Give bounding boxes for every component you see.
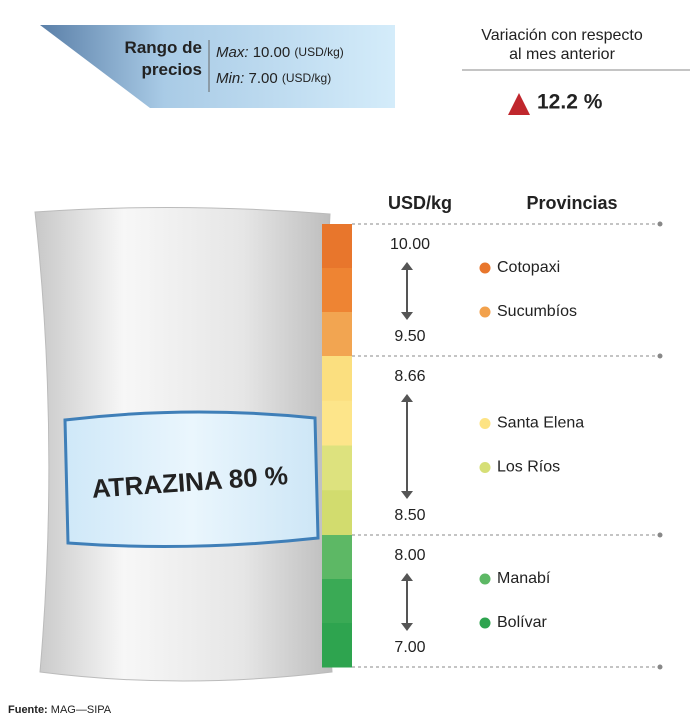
province-dot xyxy=(480,574,491,585)
color-strip xyxy=(322,490,352,535)
province-dot xyxy=(480,307,491,318)
banner-min: Min: 7.00 (USD/kg) xyxy=(216,70,331,87)
separator-dot xyxy=(658,665,663,670)
price-low: 7.00 xyxy=(394,639,425,656)
unit-header: USD/kg xyxy=(388,193,452,213)
separator-dot xyxy=(658,354,663,359)
color-strip xyxy=(322,401,352,446)
variation-title: al mes anterior xyxy=(509,46,615,63)
province-name: Cotopaxi xyxy=(497,259,560,276)
price-high: 8.66 xyxy=(394,368,425,385)
source: Fuente: MAG—SIPA xyxy=(8,704,112,716)
province-header: Provincias xyxy=(526,193,617,213)
color-strip xyxy=(322,268,352,313)
color-strip xyxy=(322,356,352,401)
price-table: 10.00 9.50 Cotopaxi Sucumbíos 8.66 8.50 Santa … xyxy=(322,222,663,670)
province-name: Santa Elena xyxy=(497,415,584,432)
color-strip xyxy=(322,579,352,624)
province-dot xyxy=(480,263,491,274)
color-strip xyxy=(322,312,352,357)
color-strip xyxy=(322,446,352,491)
separator-dot xyxy=(658,222,663,227)
infographic: Rango deprecios Max: 10.00 (USD/kg) Min:… xyxy=(0,0,697,718)
color-strip xyxy=(322,535,352,580)
up-arrow xyxy=(508,93,530,115)
price-low: 8.50 xyxy=(394,507,425,524)
province-dot xyxy=(480,418,491,429)
banner-max: Max: 10.00 (USD/kg) xyxy=(216,44,344,61)
color-strip xyxy=(322,623,352,668)
province-dot xyxy=(480,462,491,473)
color-strip xyxy=(322,224,352,269)
price-high: 10.00 xyxy=(390,236,430,253)
variation-value: 12.2 % xyxy=(537,91,603,114)
province-name: Manabí xyxy=(497,570,551,587)
price-high: 8.00 xyxy=(394,547,425,564)
province-name: Bolívar xyxy=(497,614,547,631)
banner xyxy=(40,25,395,108)
province-name: Los Ríos xyxy=(497,459,560,476)
province-dot xyxy=(480,618,491,629)
price-low: 9.50 xyxy=(394,328,425,345)
province-name: Sucumbíos xyxy=(497,303,577,320)
variation-title: Variación con respecto xyxy=(481,27,643,44)
separator-dot xyxy=(658,533,663,538)
